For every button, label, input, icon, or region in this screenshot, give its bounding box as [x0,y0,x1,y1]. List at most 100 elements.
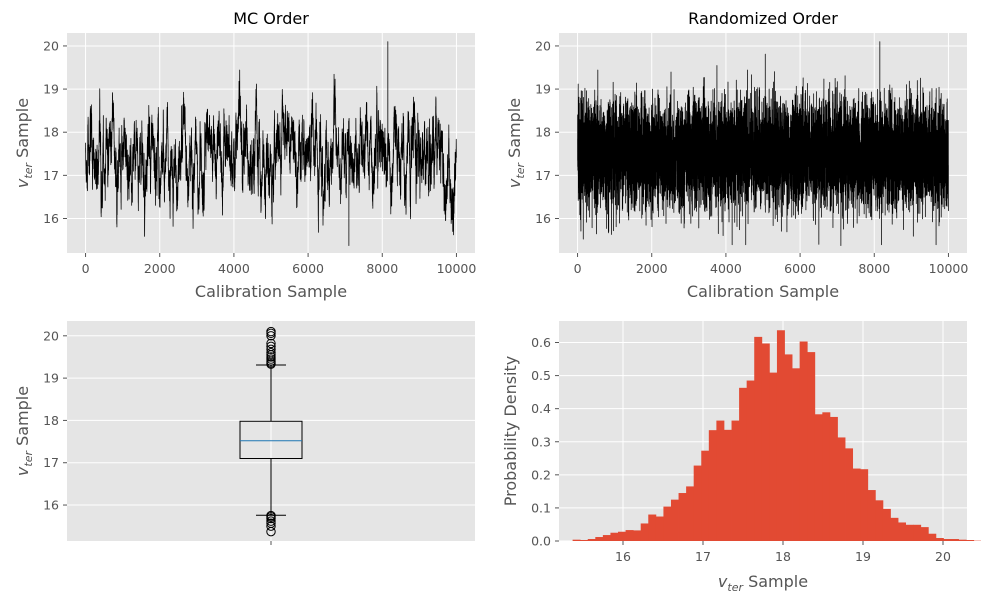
histogram-bar [852,468,861,541]
boxplot-marks [239,326,303,537]
histogram-bar [746,380,755,541]
x-tick-label: 4000 [710,261,742,276]
y-tick-label: 0.1 [531,500,551,515]
y-tick-label: 0.2 [531,467,551,482]
y-tick-label: 0.6 [531,335,551,350]
x-tick-label: 4000 [218,261,250,276]
x-axis-label: Calibration Sample [195,282,347,301]
y-tick-label: 19 [535,82,551,97]
histogram-bar [829,416,838,541]
iqr-box [239,420,303,459]
y-axis-label-rest: Sample [505,98,524,163]
histogram-bar [898,522,906,541]
x-tick-label: 20 [935,549,951,564]
y-tick-label: 20 [535,38,551,53]
histogram-bar [640,523,649,541]
histogram-bar [761,343,770,541]
histogram-bar [739,387,748,541]
y-tick-label: 16 [43,211,59,226]
x-axis-label-sub: ter [727,581,744,594]
outlier-point [266,341,276,352]
outlier-point [266,352,276,362]
histogram-bar [920,527,929,541]
histogram-bar [784,354,793,541]
y-tick-label: 16 [43,498,59,513]
histogram-bar [731,420,740,541]
outlier-point [266,518,276,528]
histogram-bar [716,420,725,541]
histogram-bar [580,540,589,541]
x-tick-label: 2000 [636,261,668,276]
histogram-bar [951,539,959,541]
outlier-point [266,338,276,349]
histogram-bar [595,537,604,541]
outlier-point [266,521,276,531]
histogram-bar [928,533,937,541]
histogram-bar [769,372,778,541]
y-axis-label: vter Sample [13,386,35,476]
y-tick-label: 19 [43,371,59,386]
x-tick-label: 10000 [929,261,969,276]
histogram-bars [572,330,981,541]
histogram-bar [610,532,619,541]
x-tick-label: 16 [615,549,631,564]
y-axis-label-var: v [13,178,32,188]
x-tick-label: 10000 [437,261,477,276]
histogram-bar [943,539,952,541]
y-axis-label-sub: ter [22,162,35,179]
histogram-bar [845,448,854,541]
histogram-bar [572,539,581,541]
y-axis-label: Probability Density [501,356,520,507]
histogram-bar [890,517,899,541]
x-tick-label: 0 [82,261,90,276]
y-tick-label: 20 [43,328,59,343]
histogram-panel: 16 17 18 19 20 0.0 0.1 0.2 0.3 0.4 0.5 0.6 vter Sam… [501,321,981,594]
x-tick-label: 19 [855,549,871,564]
histogram-bar [875,500,884,541]
histogram-bar [625,530,634,541]
histogram-bar [723,429,732,541]
mc-order-trace-panel: 0 2000 4000 6000 8000 10000 16 17 18 19 20 MC Orde… [13,9,476,301]
histogram-bar [708,430,717,541]
trace-line [85,41,457,247]
histogram-bar [822,412,831,541]
histogram-bar [633,530,642,541]
x-tick-label: 8000 [366,261,398,276]
outlier-point [266,344,276,355]
tick-labels: 16 17 18 19 20 0.0 0.1 0.2 0.3 0.4 0.5 0.6 [531,335,951,564]
randomized-order-trace-panel: 0 2000 4000 6000 8000 10000 16 17 18 19 20 Randomi… [505,9,968,301]
tick-labels: 16 17 18 19 20 [43,328,272,545]
y-tick-label: 20 [43,38,59,53]
x-tick-label: 6000 [784,261,816,276]
histogram-bar [648,514,657,541]
x-tick-label: 2000 [144,261,176,276]
y-tick-label: 19 [43,82,59,97]
histogram-bar [860,469,869,541]
histogram-bar [882,508,891,541]
y-tick-label: 0.4 [531,401,551,416]
outlier-point [266,331,276,341]
histogram-bar [814,414,823,541]
histogram-bar [867,490,876,541]
x-axis-label: vter Sample [718,572,808,594]
trace-series [85,41,457,247]
histogram-bar [776,330,785,541]
histogram-bar [792,368,801,541]
histogram-bar [618,531,626,541]
histogram-bar [701,450,710,541]
y-tick-label: 0.3 [531,434,551,449]
y-axis-label-var: v [505,178,524,188]
histogram-bar [837,437,846,541]
tick-labels: 0 2000 4000 6000 8000 10000 16 17 18 19 20 [43,38,476,276]
histogram-bar [686,486,695,541]
histogram-bar [587,539,596,541]
histogram-bar [799,341,808,541]
y-tick-label: 17 [43,168,59,183]
outlier-point [266,354,276,364]
y-tick-label: 16 [535,211,551,226]
histogram-bar [754,336,763,541]
outlier-point [266,326,276,337]
y-tick-label: 0.5 [531,368,551,383]
x-tick-label: 18 [775,549,791,564]
x-tick-label: 0 [574,261,582,276]
